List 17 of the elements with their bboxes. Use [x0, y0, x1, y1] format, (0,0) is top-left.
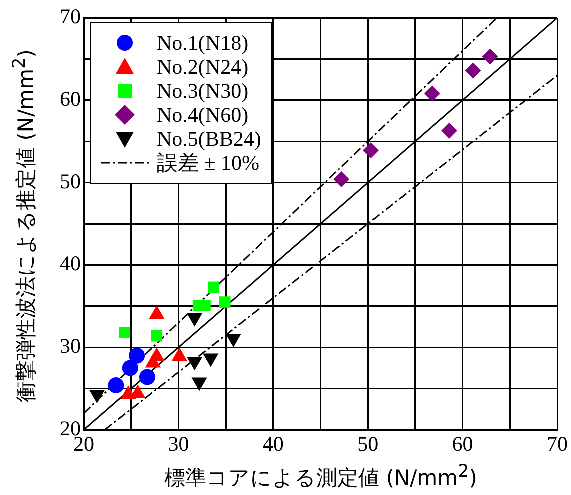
x-tick-label: 30 [168, 432, 190, 456]
x-tick-label: 40 [262, 432, 284, 456]
x-tick-label: 50 [358, 432, 379, 456]
y-tick-label: 60 [60, 86, 81, 111]
y-tick-label: 50 [60, 169, 81, 194]
x-axis-title: 標準コアによる測定値 (N/mm$^{2}$) [164, 462, 478, 492]
x-tick-label: 70 [547, 432, 568, 456]
y-tick-label: 30 [60, 334, 81, 358]
x-tick-label: 60 [452, 432, 474, 456]
legend-label: No.2(N24) [157, 54, 249, 80]
legend-label: 誤差 ± 10% [157, 150, 260, 177]
legend-label: No.3(N30) [157, 78, 249, 104]
legend-label: No.5(BB24) [157, 126, 262, 152]
y-tick-label: 40 [60, 252, 81, 276]
legend-label: No.4(N60) [157, 102, 249, 128]
legend-label: No.1(N18) [157, 30, 249, 56]
y-tick-label: 70 [60, 4, 81, 29]
